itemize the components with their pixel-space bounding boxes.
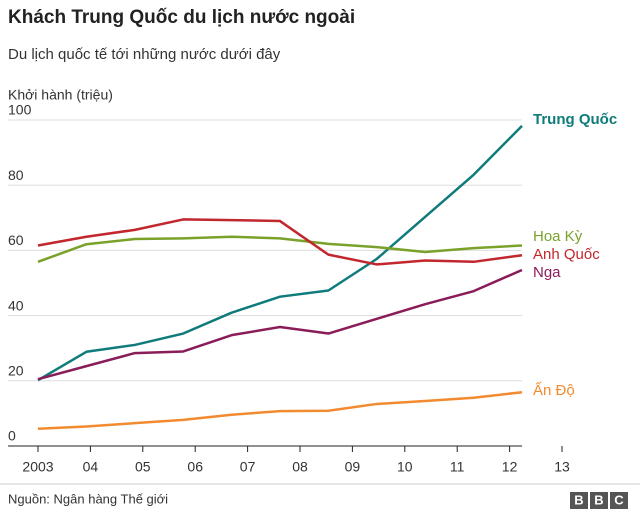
series-label: Anh Quốc <box>533 246 600 263</box>
x-tick-label: 04 <box>83 459 99 475</box>
series-label: Ấn Độ <box>533 382 575 399</box>
x-tick-label: 2003 <box>22 459 53 475</box>
series-line <box>37 268 523 381</box>
y-axis-label: Khởi hành (triệu) <box>8 87 113 103</box>
series-label: Trung Quốc <box>533 111 617 128</box>
y-tick-label: 20 <box>8 363 24 379</box>
x-tick-label: 09 <box>345 459 361 475</box>
x-tick-label: 07 <box>240 459 256 475</box>
x-tick-label: 10 <box>397 459 413 475</box>
series-line <box>37 218 523 266</box>
y-tick-label: 0 <box>8 428 16 444</box>
chart-subtitle: Du lịch quốc tế tới những nước dưới đây <box>8 46 281 63</box>
source: Nguồn: Ngân hàng Thế giới <box>8 491 168 506</box>
y-tick-label: 80 <box>8 167 24 183</box>
logo-letter: C <box>614 492 624 507</box>
y-tick-label: 100 <box>8 102 32 118</box>
series-line <box>37 235 523 263</box>
x-tick-label: 13 <box>554 459 570 475</box>
x-tick-label: 06 <box>187 459 203 475</box>
y-tick-label: 40 <box>8 297 24 313</box>
y-tick-label: 60 <box>8 232 24 248</box>
logo-letter: B <box>594 492 603 507</box>
logo-letter: B <box>574 492 583 507</box>
series-label: Hoa Kỳ <box>533 228 583 245</box>
series-line <box>37 124 523 382</box>
series-label: Nga <box>533 264 561 281</box>
x-tick-label: 12 <box>502 459 518 475</box>
chart-title: Khách Trung Quốc du lịch nước ngoài <box>8 7 355 28</box>
x-tick-label: 08 <box>292 459 308 475</box>
x-tick-label: 05 <box>135 459 151 475</box>
x-tick-label: 11 <box>450 459 465 475</box>
series-line <box>37 390 523 430</box>
